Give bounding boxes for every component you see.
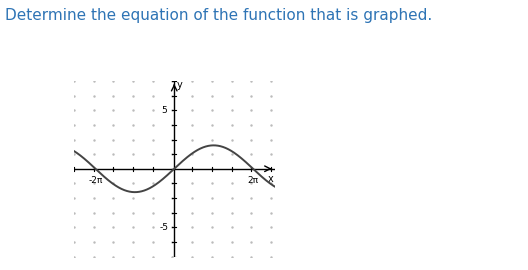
Text: y: y [177,79,183,90]
Text: x: x [268,174,274,184]
Text: -5: -5 [159,223,169,232]
Text: 5: 5 [162,106,167,115]
Text: -2π: -2π [88,176,102,185]
Text: Determine the equation of the function that is graphed.: Determine the equation of the function t… [5,8,432,23]
Text: 2π: 2π [248,176,259,185]
